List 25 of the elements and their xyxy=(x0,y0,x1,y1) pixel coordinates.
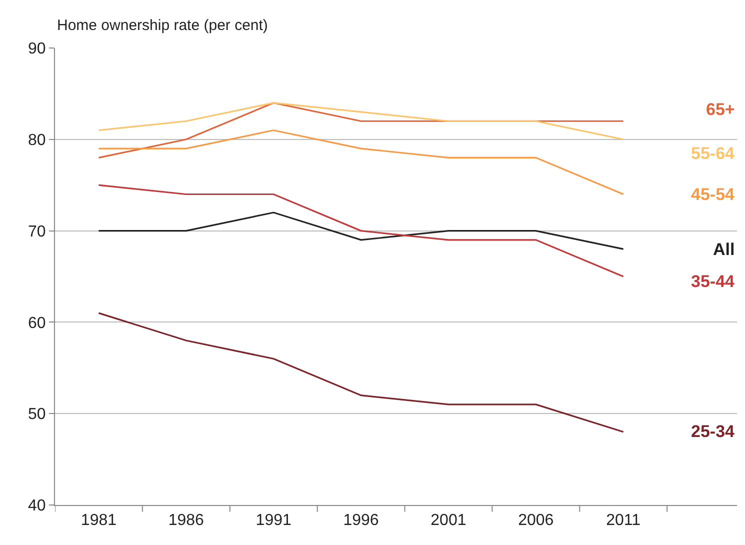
x-tick-label: 2001 xyxy=(430,512,466,530)
y-tick-label: 70 xyxy=(28,223,46,240)
line-series xyxy=(98,129,624,196)
text: 55-64 xyxy=(691,144,736,163)
text: 45-54 xyxy=(691,185,736,204)
y-tick-label: 50 xyxy=(28,406,46,424)
text: All xyxy=(713,240,735,259)
text: 65+ xyxy=(706,100,735,119)
text: 35-44 xyxy=(691,272,736,291)
y-tick-label: 60 xyxy=(28,314,46,332)
line-series xyxy=(98,312,624,433)
y-axis-title: Home ownership rate (per cent) xyxy=(57,17,268,34)
x-tick-label: 1986 xyxy=(168,512,204,530)
x-tick-label: 2011 xyxy=(606,512,641,530)
line-series xyxy=(98,102,624,140)
y-tick-label: 90 xyxy=(28,40,46,58)
x-tick-label: 1996 xyxy=(343,512,379,530)
x-tick-label: 1981 xyxy=(80,512,117,530)
text: 25-34 xyxy=(691,422,736,441)
line-series xyxy=(98,212,624,250)
y-tick-label: 40 xyxy=(28,498,46,515)
x-tick-label: 2006 xyxy=(518,512,554,530)
y-tick-label: 80 xyxy=(28,132,46,149)
line-series xyxy=(98,184,624,278)
x-tick-label: 1991 xyxy=(256,512,292,530)
